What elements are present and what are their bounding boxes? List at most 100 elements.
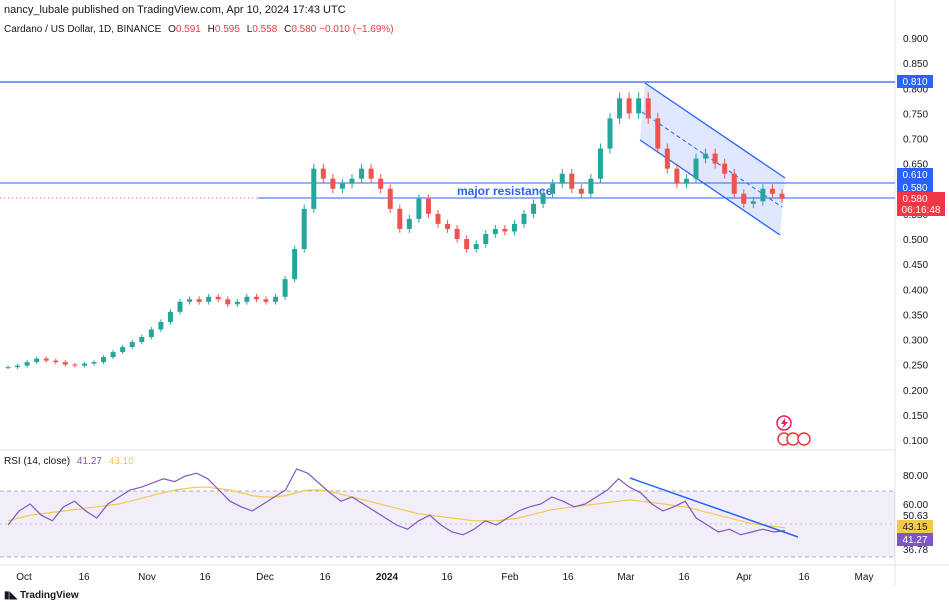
- candle-body[interactable]: [569, 173, 575, 189]
- candle-body[interactable]: [215, 296, 221, 300]
- candle-body[interactable]: [445, 223, 451, 229]
- candle-body[interactable]: [91, 362, 97, 364]
- badge-0580-text: 0.580: [902, 183, 927, 194]
- candle-body[interactable]: [712, 153, 718, 164]
- candle-body[interactable]: [5, 367, 11, 369]
- candle-body[interactable]: [225, 299, 231, 305]
- candle-body[interactable]: [731, 173, 737, 194]
- rsi-label[interactable]: RSI (14, close): [4, 456, 71, 467]
- candle-body[interactable]: [416, 198, 422, 219]
- candle-body[interactable]: [311, 168, 317, 209]
- candle-body[interactable]: [531, 203, 537, 214]
- us-flag-event-icon-2[interactable]: [786, 432, 800, 446]
- candle-body[interactable]: [588, 178, 594, 194]
- candle-body[interactable]: [81, 363, 87, 366]
- candle-body[interactable]: [502, 228, 508, 232]
- candle-body[interactable]: [177, 301, 183, 312]
- candle-body[interactable]: [674, 168, 680, 184]
- candle-body[interactable]: [597, 148, 603, 179]
- candle-body[interactable]: [741, 193, 747, 204]
- candle-body[interactable]: [483, 233, 489, 245]
- candle-body[interactable]: [664, 148, 670, 169]
- price-tick: 0.150: [903, 411, 928, 422]
- candle-body[interactable]: [454, 228, 460, 239]
- candle-body[interactable]: [473, 244, 479, 250]
- candle-body[interactable]: [750, 201, 756, 204]
- candle-body[interactable]: [607, 118, 613, 149]
- candle-body[interactable]: [578, 188, 584, 194]
- symbol-name[interactable]: Cardano / US Dollar, 1D, BINANCE: [4, 24, 162, 35]
- low-label: L: [246, 24, 253, 35]
- candle-body[interactable]: [234, 301, 240, 305]
- candle-body[interactable]: [378, 178, 384, 189]
- candle-body[interactable]: [62, 362, 68, 365]
- candle-body[interactable]: [244, 296, 250, 302]
- candle-body[interactable]: [292, 249, 298, 280]
- candle-body[interactable]: [655, 118, 661, 149]
- time-tick: Apr: [736, 572, 752, 583]
- candle-body[interactable]: [406, 218, 412, 229]
- candle-body[interactable]: [722, 163, 728, 174]
- candle-body[interactable]: [683, 178, 689, 184]
- candle-body[interactable]: [645, 98, 651, 119]
- candle-body[interactable]: [511, 223, 517, 232]
- candle-body[interactable]: [101, 357, 107, 363]
- channel-upper-line[interactable]: [644, 82, 786, 179]
- price-tick: 0.350: [903, 310, 928, 321]
- candle-body[interactable]: [521, 213, 527, 224]
- candle-body[interactable]: [110, 352, 116, 358]
- candle-body[interactable]: [330, 178, 336, 189]
- candle-body[interactable]: [273, 296, 279, 302]
- candle-body[interactable]: [559, 173, 565, 184]
- candle-body[interactable]: [282, 279, 288, 297]
- price-tick: 0.500: [903, 235, 928, 246]
- candle-body[interactable]: [129, 342, 135, 348]
- rsi-trendline[interactable]: [629, 477, 799, 538]
- candle-body[interactable]: [760, 188, 766, 202]
- major-resistance-label[interactable]: major resistance: [457, 184, 553, 198]
- candle-body[interactable]: [187, 299, 193, 302]
- candle-body[interactable]: [349, 178, 355, 184]
- candle-body[interactable]: [359, 168, 365, 179]
- candle-body[interactable]: [148, 329, 154, 337]
- candle-body[interactable]: [24, 362, 30, 366]
- candle-body[interactable]: [167, 311, 173, 322]
- candle-body[interactable]: [435, 213, 441, 224]
- candle-body[interactable]: [617, 98, 623, 119]
- candle-body[interactable]: [139, 336, 145, 343]
- us-flag-event-icon-3[interactable]: [797, 432, 811, 446]
- candle-body[interactable]: [779, 193, 785, 199]
- candle-body[interactable]: [540, 193, 546, 204]
- candle-body[interactable]: [464, 239, 470, 250]
- candle-body[interactable]: [206, 296, 212, 302]
- candle-body[interactable]: [301, 208, 307, 250]
- candle-body[interactable]: [397, 208, 403, 229]
- candle-body[interactable]: [626, 98, 632, 114]
- candle-body[interactable]: [368, 168, 374, 179]
- symbol-legend: Cardano / US Dollar, 1D, BINANCE O0.591 …: [4, 24, 394, 35]
- candle-body[interactable]: [769, 188, 775, 194]
- candle-body[interactable]: [253, 296, 259, 300]
- candle-body[interactable]: [43, 358, 49, 361]
- candle-body[interactable]: [703, 153, 709, 159]
- candle-body[interactable]: [158, 321, 164, 330]
- close-value: 0.580: [291, 24, 317, 35]
- candle-body[interactable]: [320, 168, 326, 179]
- candle-body[interactable]: [72, 364, 78, 366]
- candle-body[interactable]: [339, 183, 345, 189]
- candle-body[interactable]: [196, 299, 202, 302]
- candle-body[interactable]: [120, 347, 126, 353]
- candle-body[interactable]: [15, 365, 21, 368]
- channel-lower-line[interactable]: [639, 139, 781, 236]
- tradingview-logo[interactable]: ▮◣ TradingView: [4, 590, 79, 601]
- candle-body[interactable]: [53, 360, 59, 363]
- candle-body[interactable]: [636, 98, 642, 114]
- candle-body[interactable]: [492, 228, 498, 234]
- candle-body[interactable]: [34, 358, 40, 363]
- candle-body[interactable]: [693, 158, 699, 179]
- candle-body[interactable]: [550, 183, 556, 194]
- candle-body[interactable]: [263, 299, 269, 302]
- candle-body[interactable]: [425, 198, 431, 214]
- candle-body[interactable]: [387, 188, 393, 209]
